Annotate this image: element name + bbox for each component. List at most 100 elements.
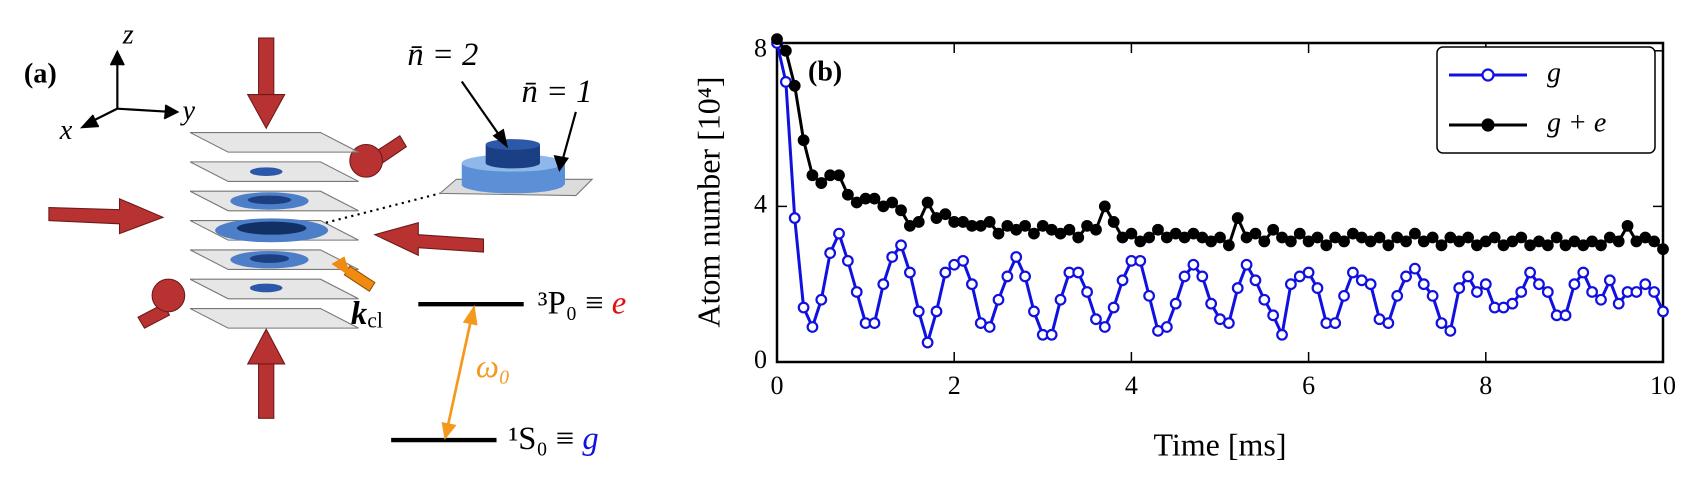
lattice-planes [189, 132, 359, 329]
data-point [939, 208, 952, 221]
legend-marker [1481, 118, 1495, 132]
data-point [1125, 227, 1138, 240]
data-point [1409, 227, 1421, 240]
data-point [992, 227, 1005, 240]
data-point [815, 293, 828, 306]
data-point [1462, 270, 1474, 283]
data-point [1196, 270, 1209, 283]
data-point [1612, 297, 1625, 310]
data-point [1098, 321, 1111, 333]
data-point [1329, 317, 1342, 329]
axis-z: z [122, 19, 134, 50]
data-point [1169, 297, 1182, 310]
data-point [1010, 251, 1023, 263]
data-point [1267, 309, 1280, 322]
data-point [1178, 270, 1191, 283]
data-point [1293, 227, 1306, 240]
data-point [1311, 231, 1324, 244]
data-point [1143, 289, 1156, 302]
data-point [1134, 254, 1147, 267]
data-point [1346, 266, 1359, 279]
data-point [921, 196, 934, 209]
ground-state: g [582, 422, 598, 458]
plot-frame [775, 41, 1665, 364]
data-point [1364, 278, 1377, 291]
excited-label: ³P₀ ≡ e [538, 286, 626, 322]
data-point [1400, 270, 1412, 283]
data-point [1258, 293, 1271, 306]
data-point [1019, 270, 1031, 283]
data-point [1276, 328, 1288, 341]
y-axis-label: Atom number [10⁴] [690, 76, 726, 327]
data-point [966, 278, 978, 291]
x-tick-label: 2 [948, 371, 961, 400]
data-point [1541, 286, 1554, 298]
data-point [1231, 282, 1244, 294]
data-point [1657, 243, 1669, 256]
data-point [1515, 286, 1528, 298]
data-point [1045, 328, 1058, 341]
data-point [1143, 231, 1156, 244]
data-point [1311, 282, 1324, 294]
data-point [1559, 309, 1572, 322]
data-point [895, 239, 907, 252]
data-point [833, 169, 845, 182]
data-point [1267, 223, 1280, 236]
data-point [1072, 231, 1085, 244]
data-point [1338, 235, 1350, 248]
data-point [1205, 297, 1218, 310]
data-point [904, 266, 916, 279]
data-point [1400, 235, 1412, 248]
data-point [1426, 231, 1439, 244]
data-point [1612, 235, 1625, 248]
data-point [797, 301, 810, 314]
data-point [1621, 219, 1634, 232]
data-point [983, 321, 996, 333]
data-point [983, 216, 996, 228]
k-label: kcl [351, 297, 383, 333]
data-point [850, 286, 863, 298]
data-point [1586, 286, 1599, 298]
lattice-beams [48, 37, 485, 419]
data-point [895, 204, 907, 217]
inset-cloud [461, 139, 565, 194]
zoom-line [325, 192, 441, 224]
data-point [1090, 223, 1102, 236]
data-point [1187, 258, 1200, 271]
data-point [1231, 212, 1244, 224]
data-point [806, 321, 819, 333]
data-point [912, 216, 925, 228]
ground-term: ¹S₀ ≡ [508, 422, 582, 458]
x-tick-label: 0 [771, 371, 784, 400]
data-point [1320, 239, 1333, 252]
x-axis-label: Time [ms] [1153, 426, 1286, 462]
data-point [886, 196, 899, 209]
k-sub: cl [367, 309, 383, 333]
data-point [1284, 235, 1297, 248]
data-point [957, 254, 969, 267]
data-point [1462, 231, 1474, 244]
data-point [1471, 286, 1483, 298]
data-point [1107, 301, 1120, 314]
data-point [1090, 313, 1102, 326]
data-point [1479, 278, 1492, 291]
data-point [1240, 258, 1253, 271]
data-point [1630, 286, 1643, 298]
transition-arrow [441, 304, 478, 440]
data-point [868, 317, 881, 329]
data-point [1152, 223, 1164, 236]
data-point [1382, 317, 1395, 329]
x-tick-label: 6 [1302, 371, 1315, 400]
data-point [912, 305, 925, 318]
legend-marker [1481, 68, 1495, 82]
axes-icon [79, 49, 180, 129]
data-point [1409, 262, 1421, 275]
axis-y: y [180, 95, 196, 126]
inset-arrows [460, 80, 577, 172]
panel-a: (a) z y x [24, 19, 626, 457]
data-point [1249, 274, 1262, 287]
data-point [806, 169, 819, 182]
data-point [1373, 231, 1386, 244]
panel-label: (a) [24, 59, 57, 90]
